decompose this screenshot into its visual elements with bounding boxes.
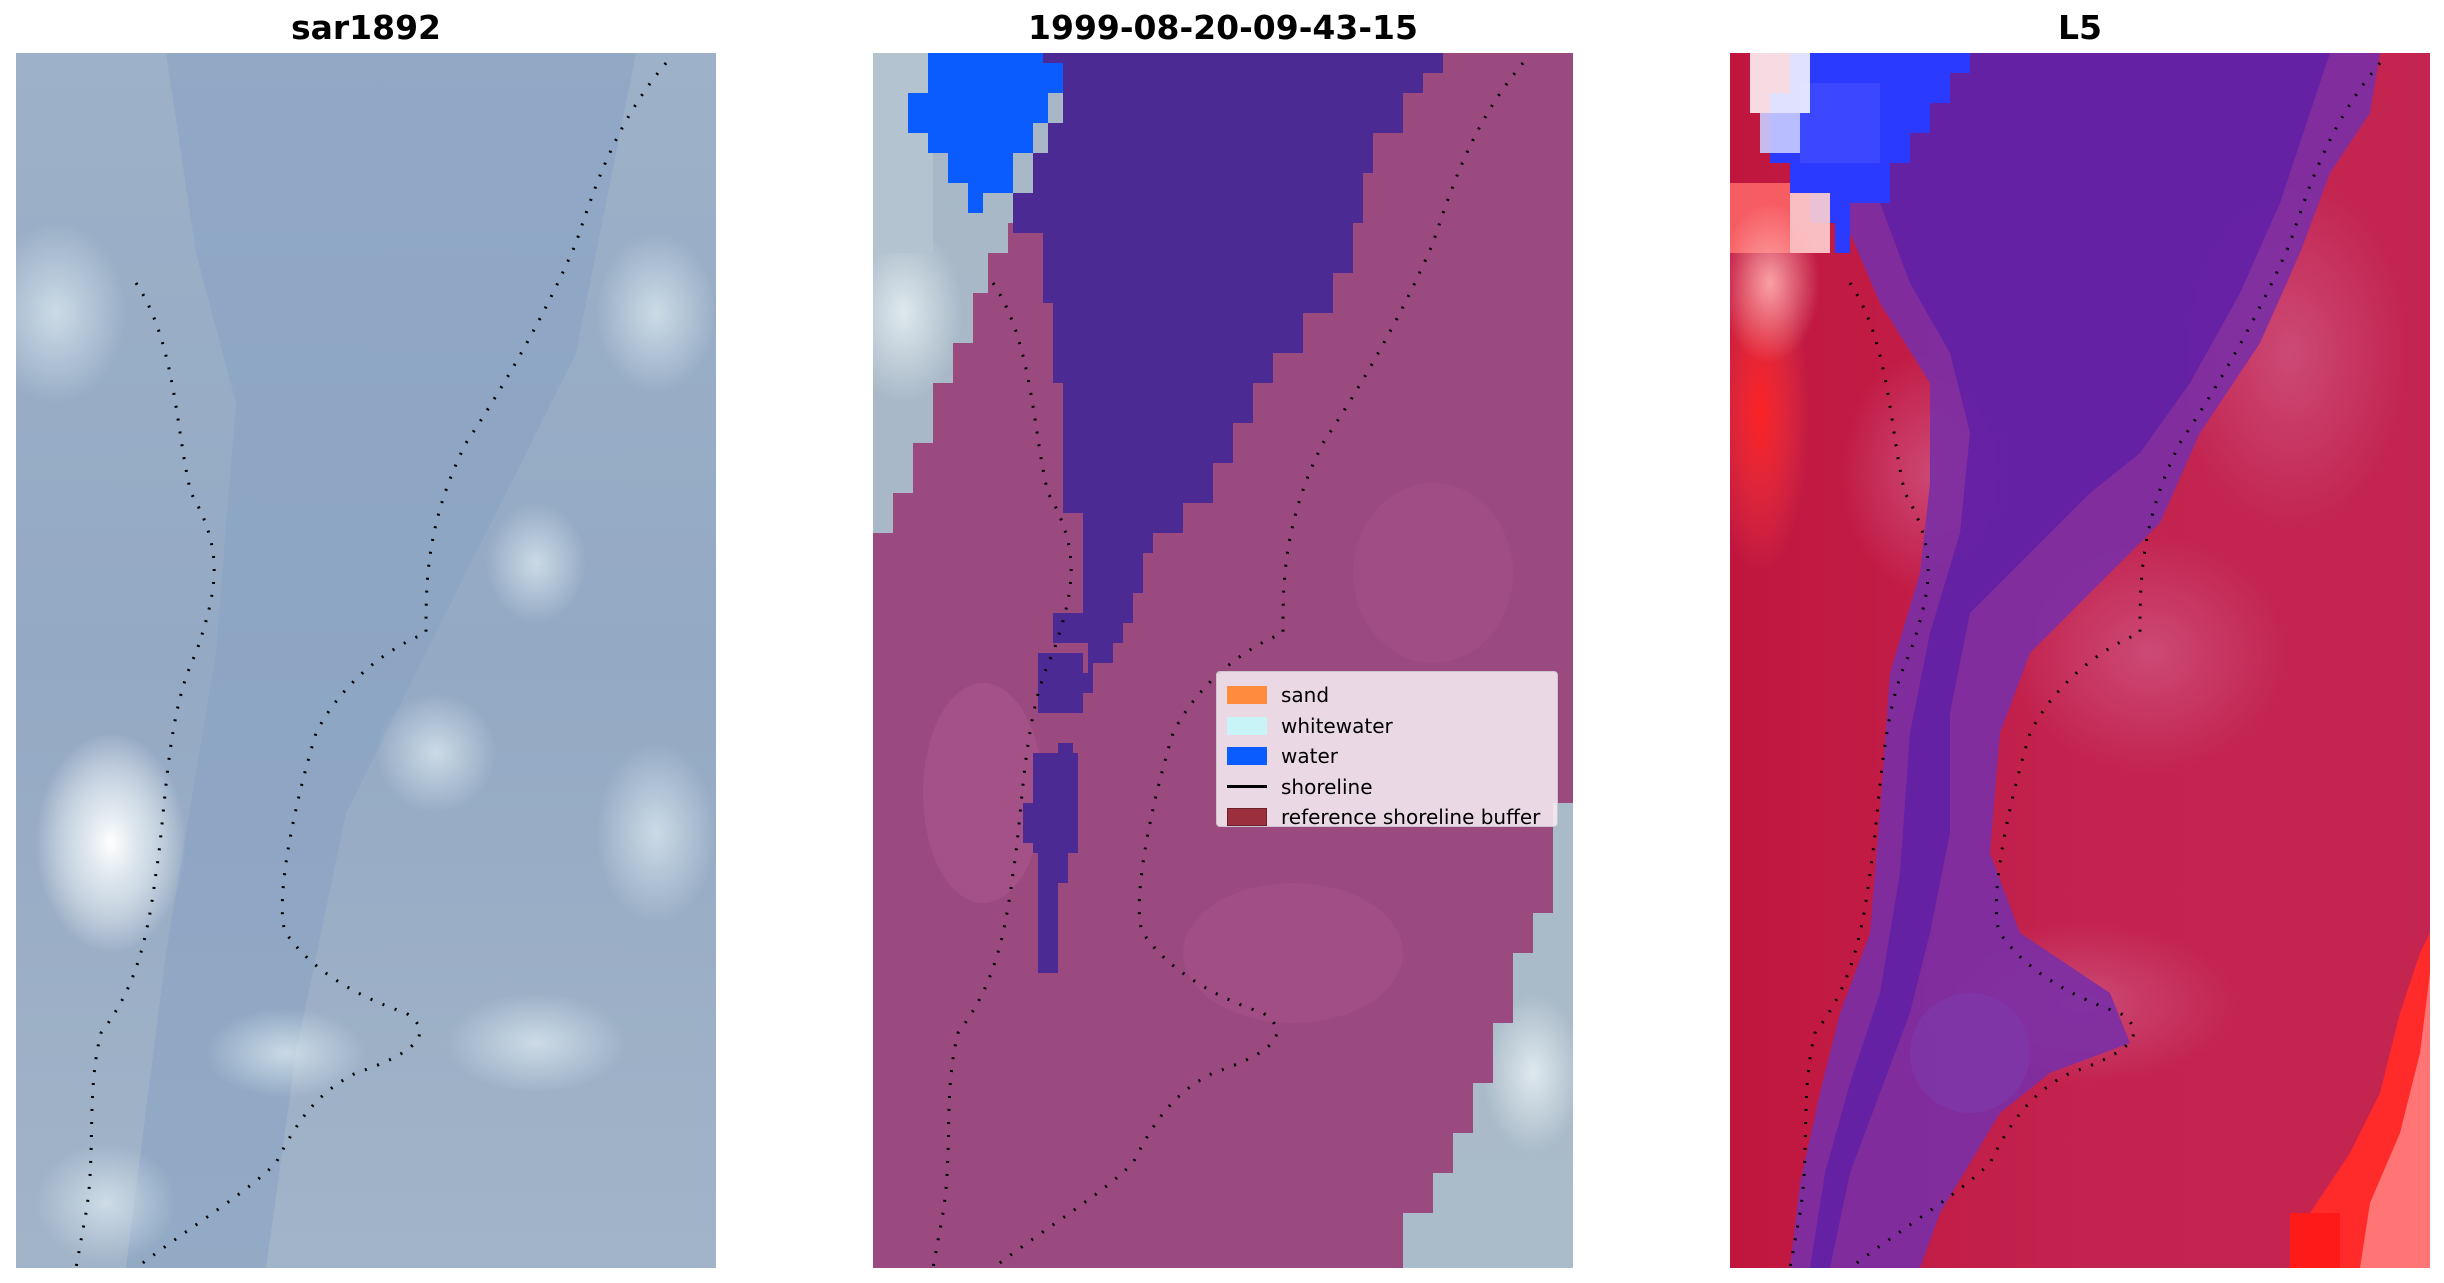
panel-title-classified: 1999-08-20-09-43-15: [873, 8, 1573, 47]
legend: sand whitewater water shoreline referenc…: [1216, 671, 1558, 827]
buffer-swatch: [1227, 808, 1267, 826]
rgb-image: [16, 53, 716, 1268]
legend-item-buffer: reference shoreline buffer: [1227, 802, 1547, 833]
legend-label: reference shoreline buffer: [1281, 805, 1540, 829]
panel-title-index: L5: [1730, 8, 2430, 47]
legend-item-shoreline: shoreline: [1227, 772, 1547, 803]
legend-item-whitewater: whitewater: [1227, 711, 1547, 742]
sand-swatch: [1227, 686, 1267, 704]
whitewater-swatch: [1227, 717, 1267, 735]
legend-label: water: [1281, 744, 1338, 768]
water-swatch: [1227, 747, 1267, 765]
rgb-image-panel: [16, 53, 716, 1268]
index-image-panel: [1730, 53, 2430, 1268]
classified-image: [873, 53, 1573, 1268]
shoreline-line-icon: [1227, 785, 1267, 788]
classified-image-panel: [873, 53, 1573, 1268]
index-image: [1730, 53, 2430, 1268]
legend-item-sand: sand: [1227, 680, 1547, 711]
legend-item-water: water: [1227, 741, 1547, 772]
legend-label: whitewater: [1281, 714, 1393, 738]
legend-label: sand: [1281, 683, 1329, 707]
panel-title-rgb: sar1892: [16, 8, 716, 47]
legend-label: shoreline: [1281, 775, 1373, 799]
